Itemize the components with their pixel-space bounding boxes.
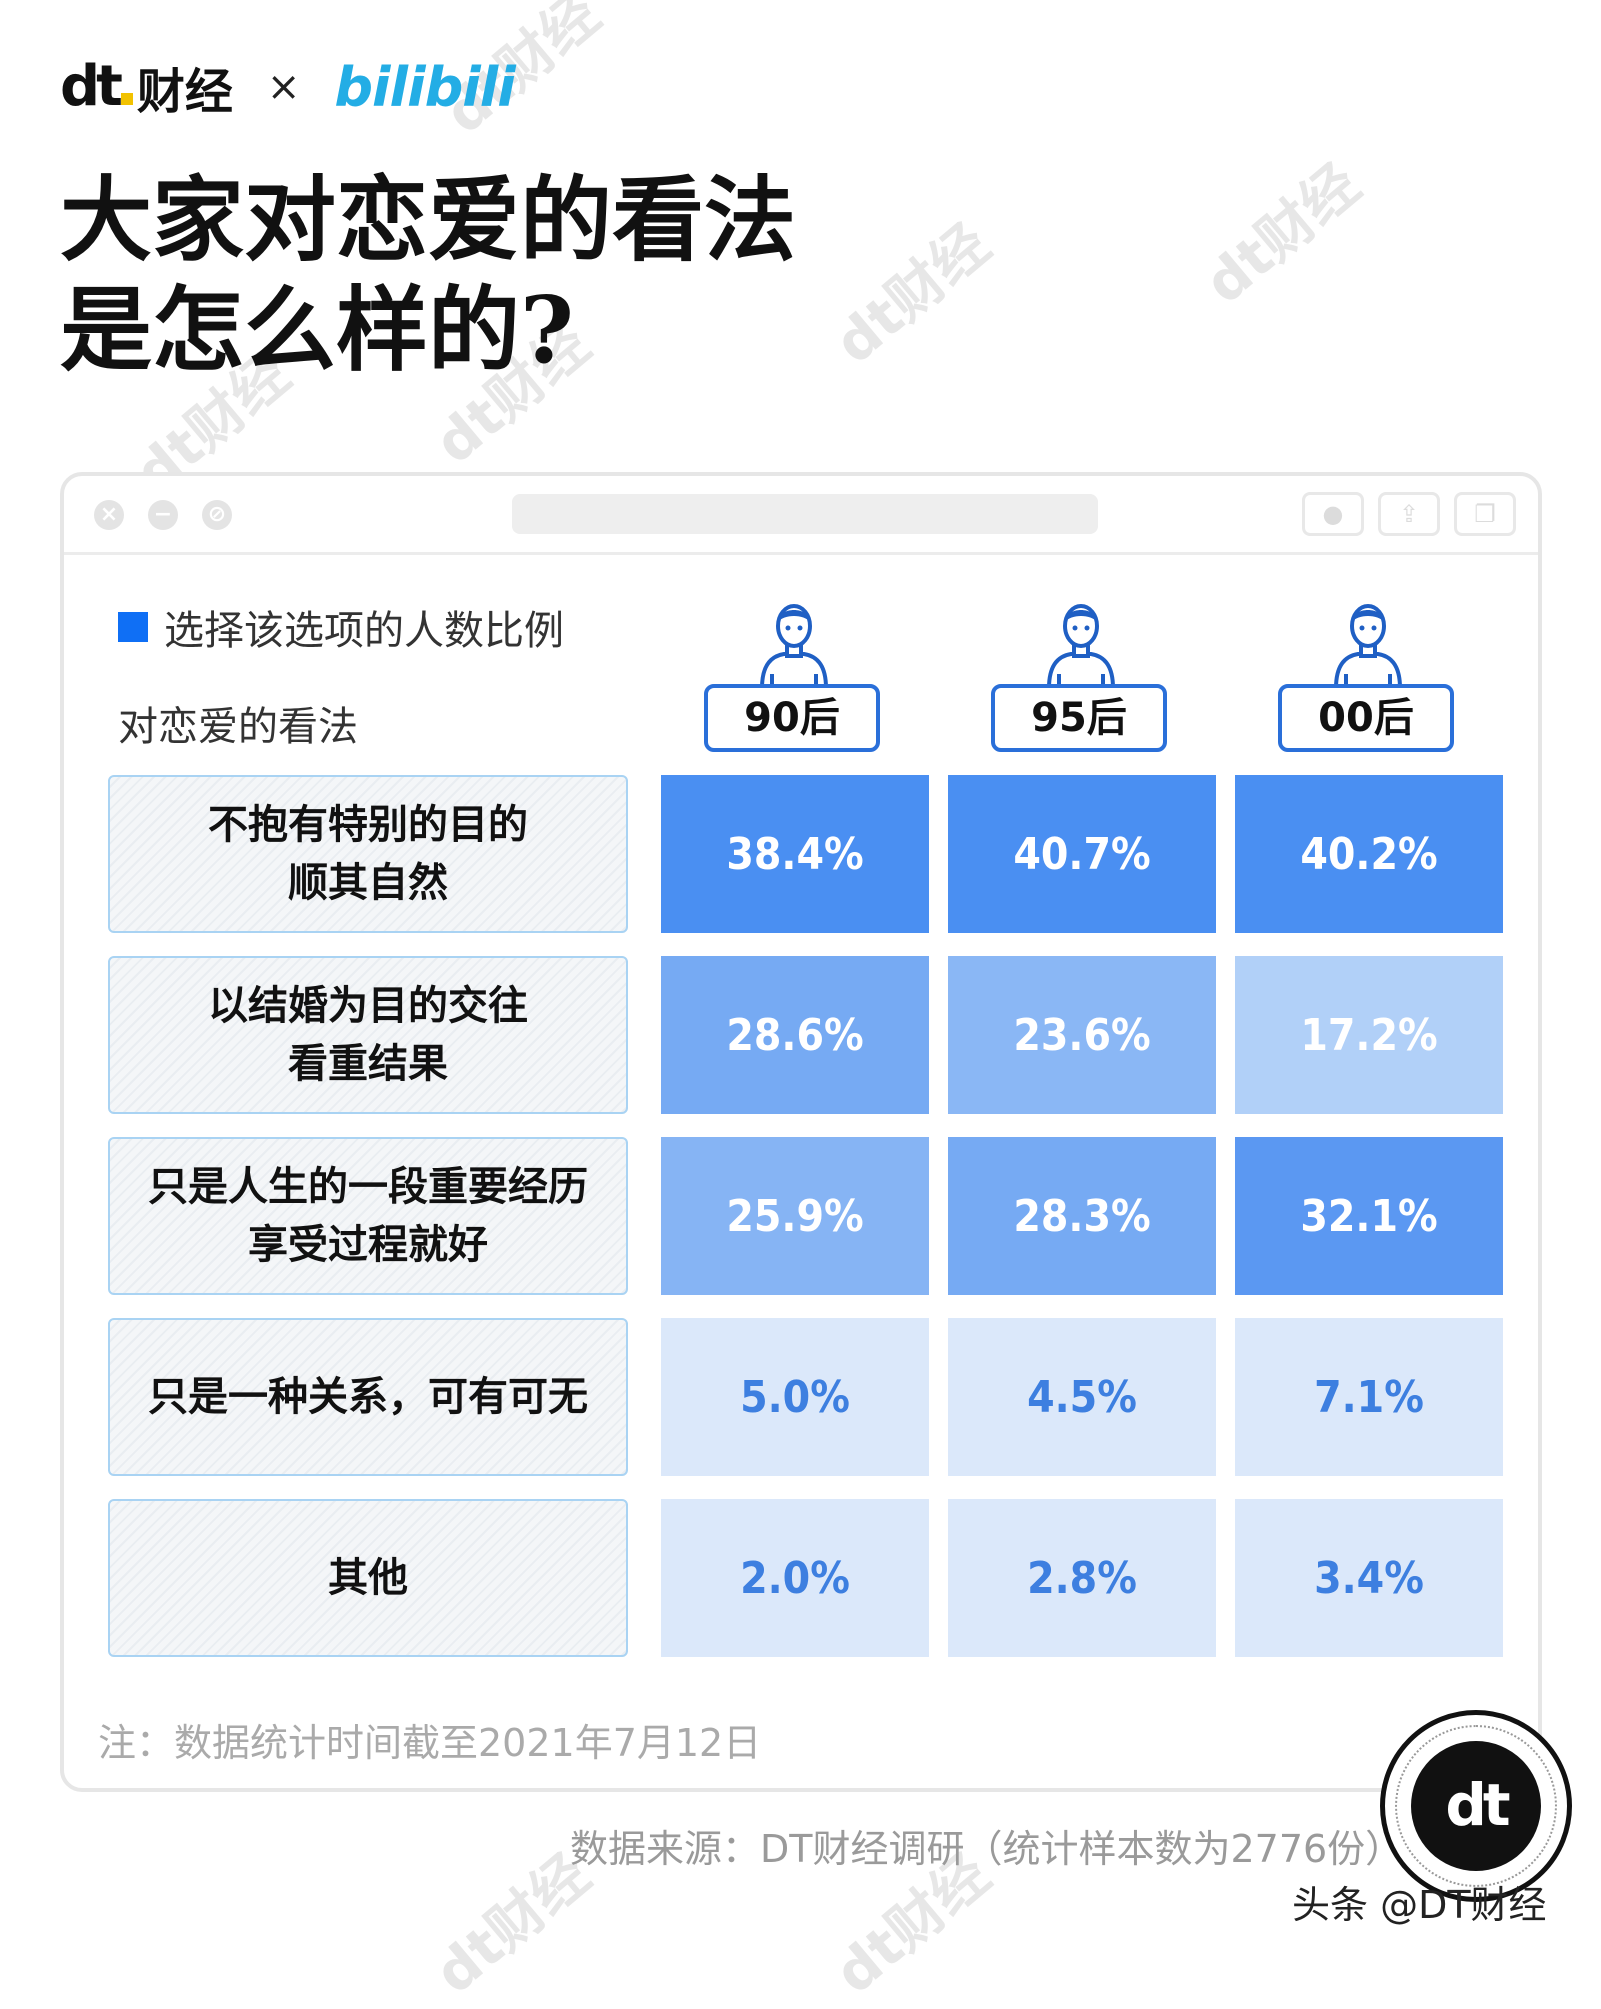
record-icon[interactable]: ● — [1302, 492, 1364, 536]
row-label-line: 其他 — [328, 1555, 408, 1601]
cell-value-label: 40.2% — [1300, 828, 1438, 880]
person-icon — [1334, 604, 1402, 689]
dt-seal-logo: dt — [1380, 1710, 1572, 1902]
seal-mark: dt — [1411, 1741, 1541, 1871]
dt-logo-text: 财经 — [136, 64, 233, 120]
row-label: 其他 — [108, 1499, 628, 1657]
dt-finance-logo: dt 财经 — [60, 52, 233, 122]
share-icon[interactable]: ⇪ — [1378, 492, 1440, 536]
title-line-1: 大家对恋爱的看法 — [60, 166, 797, 274]
watermark: dt财经 — [1193, 151, 1373, 317]
dt-logo-mark: dt — [60, 59, 133, 115]
cell-value-label: 32.1% — [1300, 1190, 1438, 1242]
footnote: 注：数据统计时间截至2021年7月12日 — [98, 1721, 762, 1765]
row-label-line: 不抱有特别的目的 — [208, 802, 528, 848]
column-label: 95后 — [991, 684, 1167, 752]
column-header: 00后 — [1278, 598, 1458, 758]
heatmap-cell: 38.4% — [661, 775, 929, 933]
heatmap-cell: 28.6% — [661, 956, 929, 1114]
heatmap-cell: 40.2% — [1235, 775, 1503, 933]
row-label: 以结婚为目的交往 看重结果 — [108, 956, 628, 1114]
heatmap-cell: 5.0% — [661, 1318, 929, 1476]
close-icon[interactable]: × — [94, 500, 124, 530]
cell-value-label: 5.0% — [740, 1371, 850, 1423]
platform-credit: 头条 @DT财经 — [1292, 1883, 1547, 1927]
heatmap-cell: 40.7% — [948, 775, 1216, 933]
column-label: 90后 — [704, 684, 880, 752]
heatmap-cell: 2.0% — [661, 1499, 929, 1657]
row-label: 不抱有特别的目的 顺其自然 — [108, 775, 628, 933]
cell-value-label: 4.5% — [1027, 1371, 1137, 1423]
cell-value-label: 7.1% — [1314, 1371, 1424, 1423]
cell-value-label: 38.4% — [726, 828, 864, 880]
row-label-line: 顺其自然 — [288, 860, 448, 906]
data-source: 数据来源：DT财经调研（统计样本数为2776份） — [570, 1827, 1404, 1871]
row-label-line: 享受过程就好 — [248, 1222, 488, 1268]
heatmap-cell: 4.5% — [948, 1318, 1216, 1476]
column-label: 00后 — [1278, 684, 1454, 752]
cell-value-label: 28.3% — [1013, 1190, 1151, 1242]
cell-value-label: 3.4% — [1314, 1552, 1424, 1604]
cell-value-label: 23.6% — [1013, 1009, 1151, 1061]
row-label-line: 只是一种关系，可有可无 — [148, 1374, 588, 1420]
source-divider — [500, 1788, 1400, 1790]
heatmap-cell: 23.6% — [948, 956, 1216, 1114]
bilibili-logo: bilibili — [334, 55, 515, 119]
heatmap-cell: 28.3% — [948, 1137, 1216, 1295]
copy-icon[interactable]: ❐ — [1454, 492, 1516, 536]
heatmap-cell: 25.9% — [661, 1137, 929, 1295]
row-label-line: 只是人生的一段重要经历 — [148, 1164, 588, 1210]
cell-value-label: 28.6% — [726, 1009, 864, 1061]
heatmap-cell: 7.1% — [1235, 1318, 1503, 1476]
cell-value-label: 25.9% — [726, 1190, 864, 1242]
brand-bar: dt 财经 × bilibili — [60, 52, 516, 122]
person-icon — [760, 604, 828, 689]
row-label-line: 以结婚为目的交往 — [208, 983, 528, 1029]
heatmap-cell: 3.4% — [1235, 1499, 1503, 1657]
row-header: 对恋爱的看法 — [118, 704, 358, 750]
legend-label: 选择该选项的人数比例 — [164, 608, 564, 654]
column-header: 90后 — [704, 598, 884, 758]
disabled-icon[interactable]: ⊘ — [202, 500, 232, 530]
heatmap-cell: 32.1% — [1235, 1137, 1503, 1295]
address-bar[interactable] — [512, 494, 1098, 534]
row-label-line: 看重结果 — [288, 1041, 448, 1087]
page-title: 大家对恋爱的看法 是怎么样的? — [60, 165, 960, 385]
cell-value-label: 2.0% — [740, 1552, 850, 1604]
cell-value-label: 40.7% — [1013, 828, 1151, 880]
cell-value-label: 17.2% — [1300, 1009, 1438, 1061]
window-toolbar: × − ⊘ ● ⇪ ❐ — [64, 476, 1538, 555]
column-header: 95后 — [991, 598, 1171, 758]
minimize-icon[interactable]: − — [148, 500, 178, 530]
legend-swatch — [118, 612, 148, 642]
cell-value-label: 2.8% — [1027, 1552, 1137, 1604]
collab-times-sign: × — [266, 64, 301, 110]
heatmap-cell: 2.8% — [948, 1499, 1216, 1657]
person-icon — [1047, 604, 1115, 689]
seal-ring — [1395, 1725, 1557, 1887]
row-label: 只是人生的一段重要经历 享受过程就好 — [108, 1137, 628, 1295]
row-label: 只是一种关系，可有可无 — [108, 1318, 628, 1476]
title-line-2: 是怎么样的? — [60, 276, 574, 384]
legend: 选择该选项的人数比例 — [118, 598, 564, 656]
heatmap-cell: 17.2% — [1235, 956, 1503, 1114]
